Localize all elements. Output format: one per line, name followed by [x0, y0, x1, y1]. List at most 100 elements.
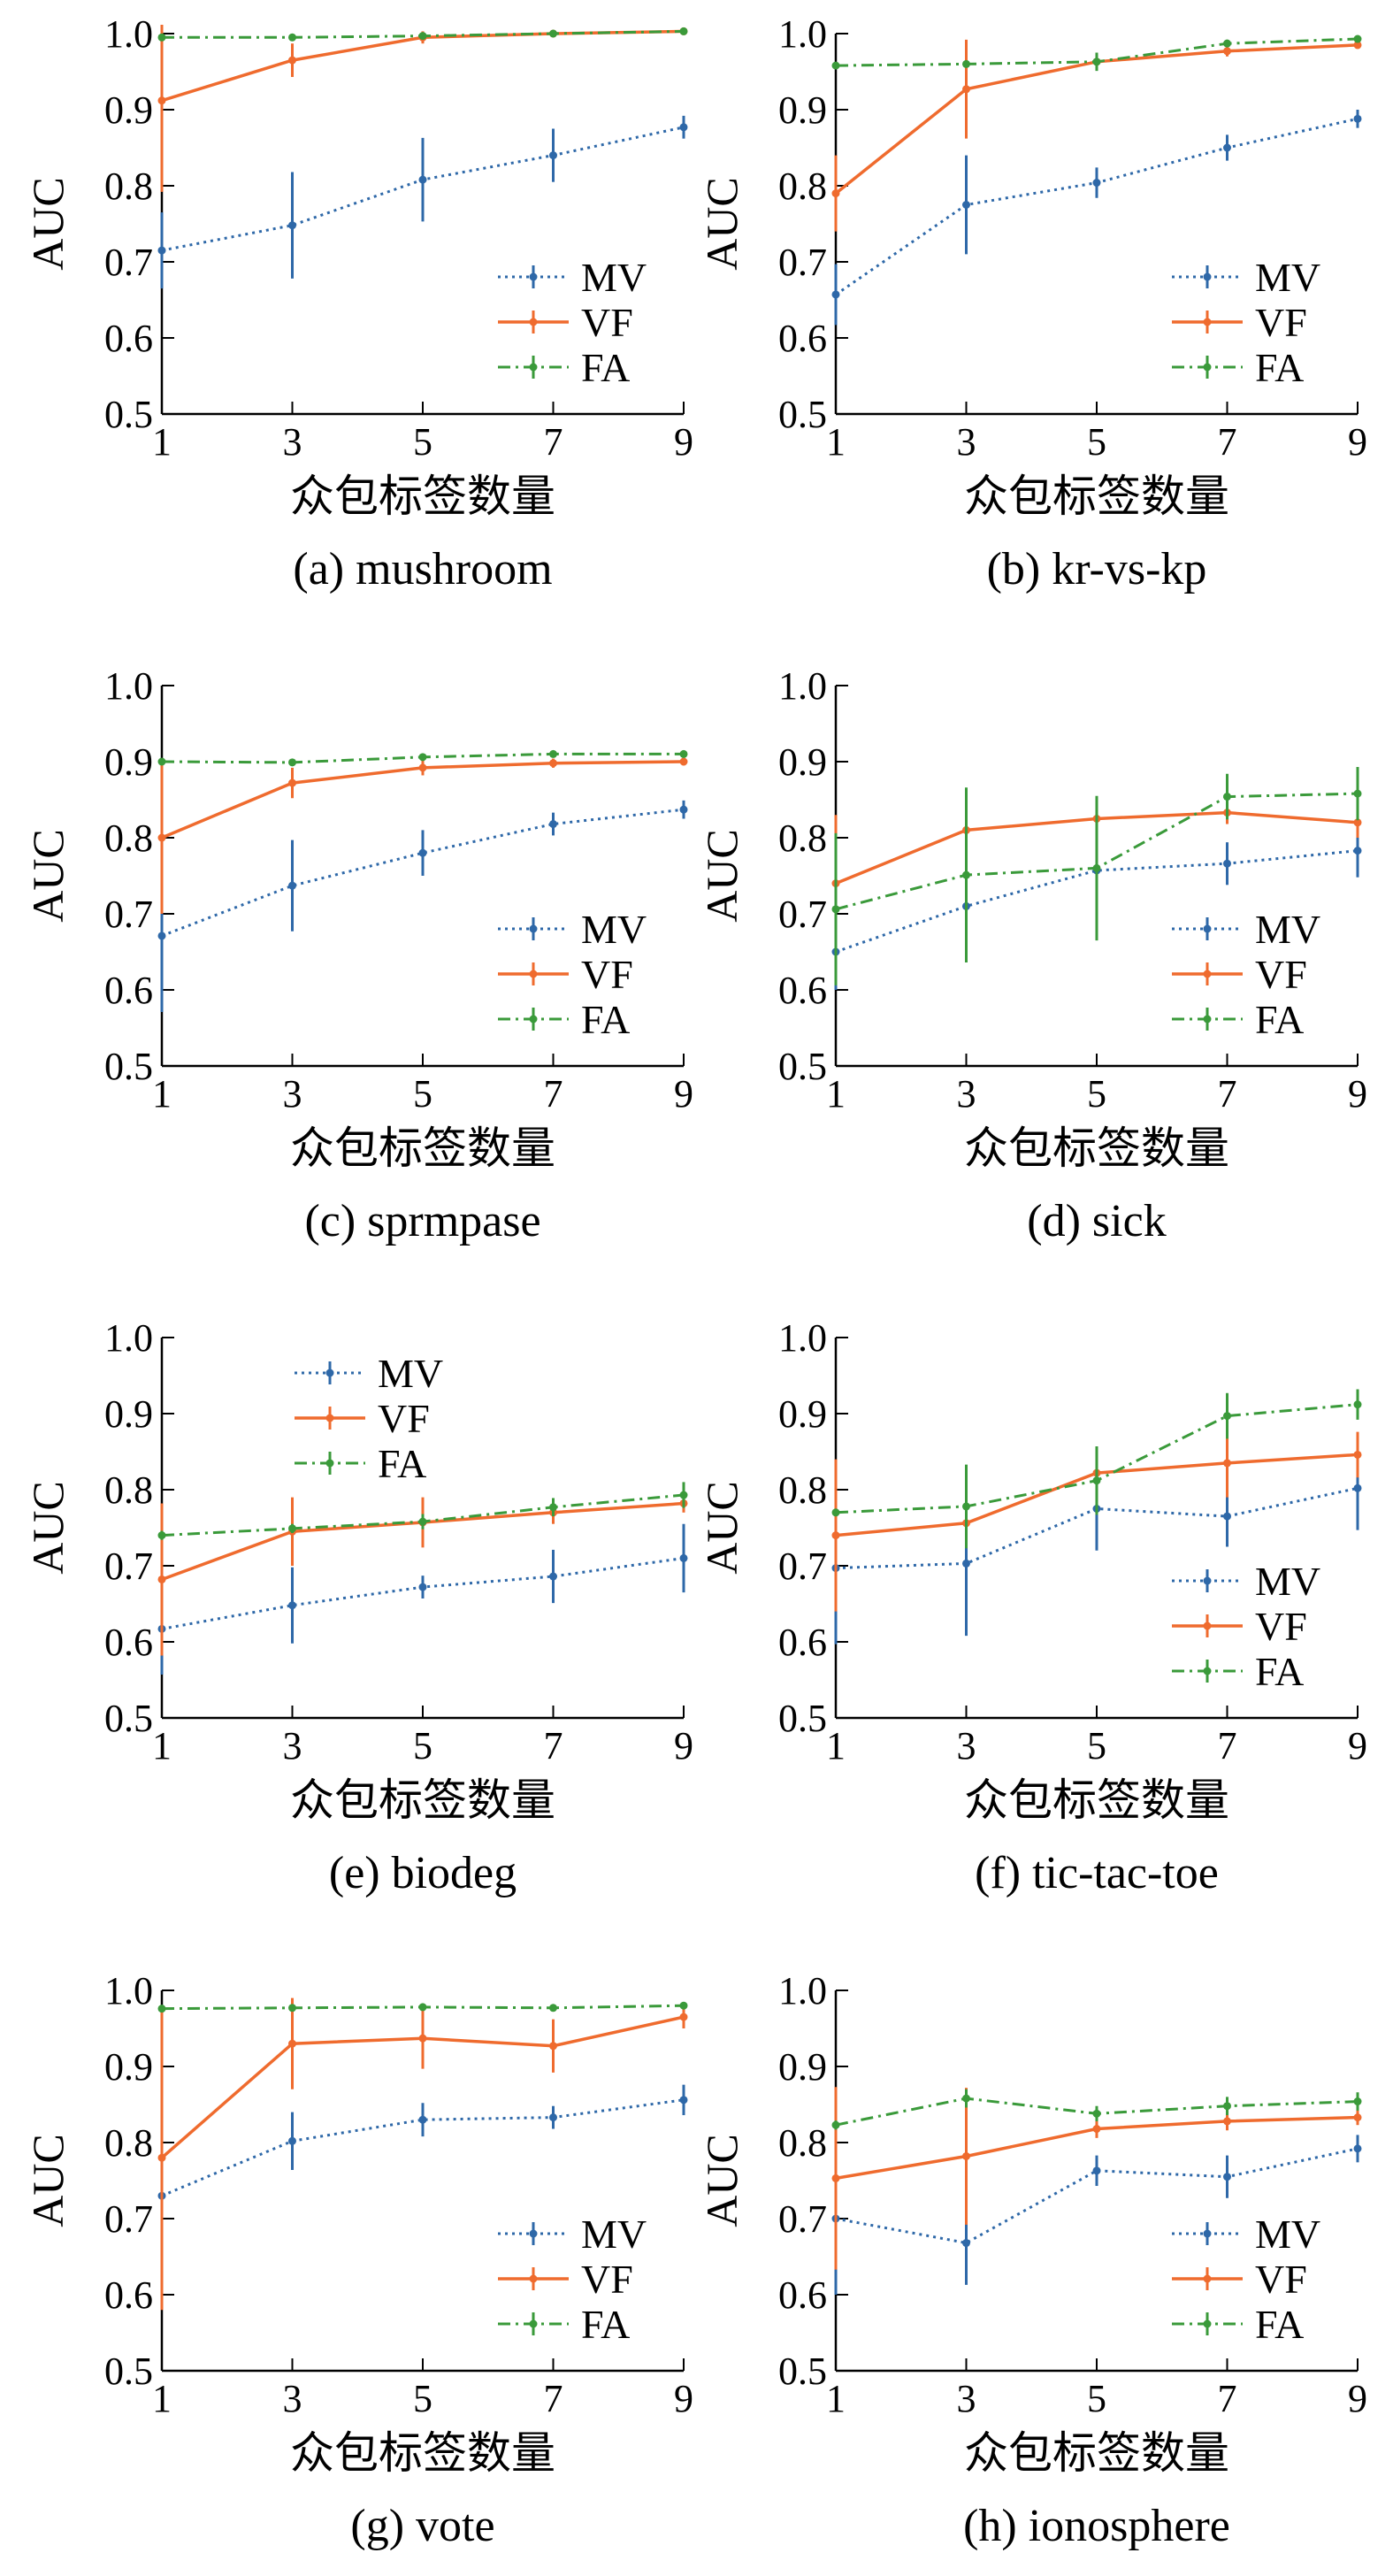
y-tick-label: 0.6	[104, 1621, 153, 1664]
legend-label: VF	[581, 2257, 633, 2302]
legend-marker	[1203, 1576, 1212, 1585]
data-point	[1223, 2173, 1231, 2181]
legend-marker	[529, 2274, 538, 2283]
data-point	[288, 758, 296, 767]
data-point	[157, 2005, 166, 2013]
subplot-caption: (f) tic-tac-toe	[975, 1848, 1219, 1898]
data-point	[418, 763, 427, 772]
legend-label: MV	[581, 2212, 647, 2257]
data-point	[1223, 143, 1231, 152]
data-point	[1353, 41, 1362, 50]
x-tick-label: 9	[674, 1072, 693, 1116]
data-point	[549, 1572, 557, 1581]
x-tick-label: 3	[283, 1724, 302, 1767]
data-point	[679, 27, 688, 35]
data-point	[1353, 2113, 1362, 2122]
data-point	[157, 96, 166, 105]
y-tick-label: 0.5	[104, 1045, 153, 1088]
x-tick-label: 1	[152, 420, 172, 464]
y-tick-label: 0.8	[104, 816, 153, 860]
legend-label: MV	[1255, 2212, 1320, 2257]
x-tick-label: 3	[283, 2377, 302, 2420]
x-axis-label: 众包标签数量	[964, 1775, 1229, 1826]
data-point	[288, 1524, 296, 1533]
data-point	[962, 2239, 970, 2248]
series-fa	[157, 27, 688, 42]
data-point	[1092, 2109, 1101, 2118]
data-point	[288, 778, 296, 787]
x-tick-label: 7	[1218, 420, 1237, 464]
y-tick-label: 0.5	[104, 393, 153, 436]
data-point	[679, 749, 688, 758]
legend-marker	[1203, 924, 1212, 933]
data-point	[679, 2001, 688, 2010]
y-tick-label: 1.0	[778, 1316, 827, 1360]
data-point	[1353, 818, 1362, 827]
data-point	[1092, 58, 1101, 66]
y-tick-label: 0.6	[778, 1621, 827, 1664]
data-point	[418, 1517, 427, 1526]
y-tick-label: 1.0	[104, 1316, 153, 1360]
data-point	[1223, 47, 1231, 56]
x-tick-label: 9	[674, 420, 693, 464]
legend-marker	[529, 272, 538, 281]
x-tick-label: 7	[1218, 1724, 1237, 1767]
x-tick-label: 1	[152, 1072, 172, 1116]
legend-label: MV	[1255, 907, 1320, 952]
y-axis-label: AUC	[697, 1481, 746, 1575]
data-point	[418, 1583, 427, 1591]
data-point	[157, 246, 166, 255]
legend-marker	[325, 1459, 334, 1468]
y-tick-label: 0.9	[778, 2045, 827, 2089]
x-tick-label: 7	[544, 1724, 563, 1767]
data-point	[831, 1531, 840, 1540]
data-point	[962, 870, 970, 879]
data-point	[549, 2113, 557, 2122]
x-tick-label: 3	[283, 420, 302, 464]
data-point	[831, 189, 840, 198]
data-point	[1092, 179, 1101, 188]
x-tick-label: 7	[544, 1072, 563, 1116]
legend-label: MV	[1255, 255, 1320, 300]
data-point	[288, 1601, 296, 1610]
legend-label: FA	[1255, 2302, 1304, 2347]
legend-marker	[529, 924, 538, 933]
subplot-caption: (b) kr-vs-kp	[987, 544, 1207, 594]
series-fa	[157, 2001, 688, 2013]
data-point	[831, 2120, 840, 2129]
legend-marker	[1203, 363, 1212, 372]
y-tick-label: 0.9	[778, 88, 827, 132]
x-tick-label: 1	[826, 1724, 846, 1767]
data-point	[831, 905, 840, 914]
series-mv	[831, 110, 1362, 326]
x-tick-label: 5	[1087, 1724, 1106, 1767]
series-fa	[831, 767, 1362, 985]
legend-label: VF	[581, 952, 633, 997]
y-tick-label: 0.7	[104, 1545, 153, 1588]
legend-marker	[1203, 2229, 1212, 2238]
legend-marker	[1203, 318, 1212, 326]
x-tick-label: 7	[544, 2377, 563, 2420]
data-point	[288, 2004, 296, 2012]
x-tick-label: 9	[674, 2377, 693, 2420]
series-fa	[831, 1389, 1362, 1549]
chart-panel: 0.5 0.6 0.7 0.8 0.9 1.0 1 3 5 7 9 AUC 众包标签数量 (h) iono…	[697, 1969, 1367, 2551]
data-point	[831, 1508, 840, 1517]
data-point	[418, 848, 427, 857]
y-tick-label: 0.5	[778, 1697, 827, 1740]
y-tick-label: 0.9	[104, 740, 153, 784]
series-vf	[831, 2087, 1362, 2270]
data-point	[288, 2136, 296, 2145]
subplot-caption: (c) sprmpase	[304, 1196, 540, 1246]
x-tick-label: 5	[1087, 420, 1106, 464]
y-tick-label: 1.0	[778, 12, 827, 56]
x-axis-label: 众包标签数量	[290, 1123, 555, 1174]
y-tick-label: 0.9	[778, 740, 827, 784]
y-tick-label: 0.5	[778, 393, 827, 436]
chart-panel: 0.5 0.6 0.7 0.8 0.9 1.0 1 3 5 7 9 AUC 众包标签数量 (b) kr-v…	[697, 12, 1367, 594]
data-point	[288, 56, 296, 65]
y-tick-label: 0.8	[104, 1468, 153, 1512]
data-point	[549, 2004, 557, 2012]
